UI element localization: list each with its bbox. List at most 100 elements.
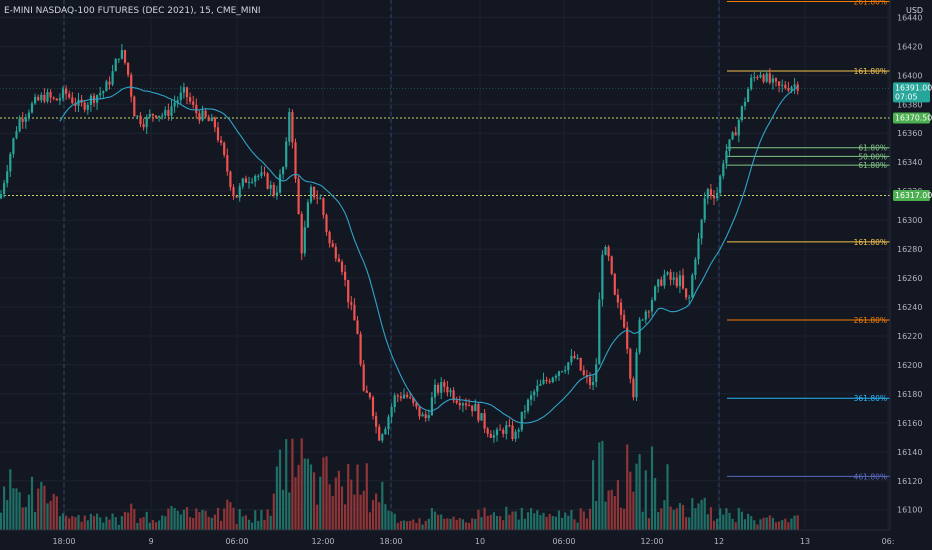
candle-body — [650, 300, 654, 312]
volume-bar — [325, 456, 328, 530]
volume-bar — [502, 520, 505, 530]
volume-bar — [483, 507, 486, 530]
volume-bar — [526, 512, 530, 530]
volume-bar — [55, 496, 58, 530]
volume-bar — [300, 438, 303, 530]
candle-body — [771, 78, 774, 83]
candle-body — [638, 319, 641, 353]
price-tick-label: 16440 — [897, 13, 922, 22]
time-tick-label: 10 — [475, 537, 485, 546]
candle-body — [635, 352, 638, 398]
candle-body — [592, 381, 595, 385]
candle-body — [319, 198, 322, 200]
candle-body — [573, 355, 576, 359]
candle-body — [34, 96, 37, 104]
candle-body — [610, 256, 613, 274]
candle-body — [530, 395, 533, 400]
candle-body — [229, 171, 232, 188]
candle-body — [192, 101, 195, 105]
candle-body — [672, 277, 675, 280]
volume-bar — [747, 513, 750, 530]
volume-bar — [765, 517, 768, 530]
volume-bar — [685, 517, 688, 530]
volume-bar — [68, 518, 71, 530]
candle-body — [716, 192, 719, 199]
candle-body — [297, 178, 300, 214]
candle-body — [334, 246, 337, 259]
volume-bar — [443, 518, 446, 530]
fib-level-label: 50.00% — [858, 152, 887, 161]
volume-bar — [669, 506, 672, 530]
chart-title[interactable]: E-MINI NASDAQ-100 FUTURES (DEC 2021), 15… — [4, 6, 261, 16]
volume-bar — [520, 507, 523, 530]
volume-bar — [595, 500, 598, 530]
volume-bar — [660, 508, 663, 530]
volume-bar — [288, 492, 291, 530]
volume-bar — [539, 515, 542, 530]
volume-bar — [142, 517, 145, 530]
volume-bar — [77, 515, 80, 530]
candle-body — [288, 112, 291, 142]
fib-level-label: 361.80% — [854, 394, 887, 403]
volume-bar — [536, 510, 539, 530]
volume-bar — [468, 522, 471, 530]
volume-bar — [399, 521, 402, 530]
volume-bar — [185, 507, 189, 530]
candle-body — [275, 192, 278, 196]
volume-bar — [588, 508, 592, 530]
fibonacci-extension[interactable]: 261.80% 161.80% 61.80%50.00%61.80% 161.80% 2… — [727, 0, 890, 481]
volume-bar — [331, 495, 334, 530]
candle-body — [176, 100, 179, 103]
volume-bar — [260, 509, 263, 530]
time-tick-label: 06:00 — [225, 537, 248, 546]
candle-body — [61, 88, 65, 99]
candle-body — [210, 117, 213, 122]
candle-body — [368, 392, 371, 398]
candle-body — [471, 405, 474, 412]
candle-body — [158, 115, 161, 118]
candle-body — [598, 299, 601, 365]
volume-bar — [254, 510, 257, 530]
candle-body — [331, 243, 334, 247]
volume-bar — [282, 489, 285, 530]
candle-body — [40, 94, 43, 101]
volume-bar — [340, 486, 344, 530]
volume-bar — [182, 509, 185, 530]
candle-body — [709, 189, 712, 196]
volume-bar — [452, 516, 455, 530]
candle-body — [567, 362, 570, 371]
volume-bar — [629, 471, 632, 530]
volume-bar — [632, 491, 635, 530]
volume-bar — [46, 503, 49, 530]
volume-bar — [533, 513, 536, 530]
volume-bar — [120, 516, 123, 530]
candle-body — [86, 104, 89, 110]
volume-bar — [356, 464, 359, 530]
volume-bar — [9, 469, 12, 530]
time-axis[interactable]: 18:00 9 06:00 12:00 18:00 10 06:00 12:00 12 13 06: — [0, 529, 894, 546]
candle-body — [666, 272, 669, 275]
volume-bar — [34, 511, 37, 530]
volume-bar — [437, 514, 440, 530]
candle-body — [111, 71, 114, 85]
volume-bar — [644, 470, 647, 530]
candle-body — [0, 193, 3, 199]
candle-body — [623, 314, 626, 328]
volume-bar — [393, 513, 396, 530]
candle-body — [375, 415, 378, 427]
volume-bar — [148, 522, 151, 530]
candle-body — [762, 74, 765, 82]
volume-bar — [40, 481, 43, 530]
candle-body — [390, 407, 393, 417]
candle-body — [613, 273, 616, 295]
candle-body — [49, 92, 52, 98]
volume-bar — [514, 511, 517, 530]
price-axis[interactable]: 16100 16120 16140 16160 16180 16200 16220 16240… — [889, 0, 922, 530]
candle-body — [731, 132, 734, 140]
volume-bar — [285, 439, 288, 530]
volume-bar — [145, 511, 148, 530]
candle-body — [309, 186, 313, 203]
volume-bar — [347, 463, 350, 530]
volume-bar — [387, 510, 390, 530]
